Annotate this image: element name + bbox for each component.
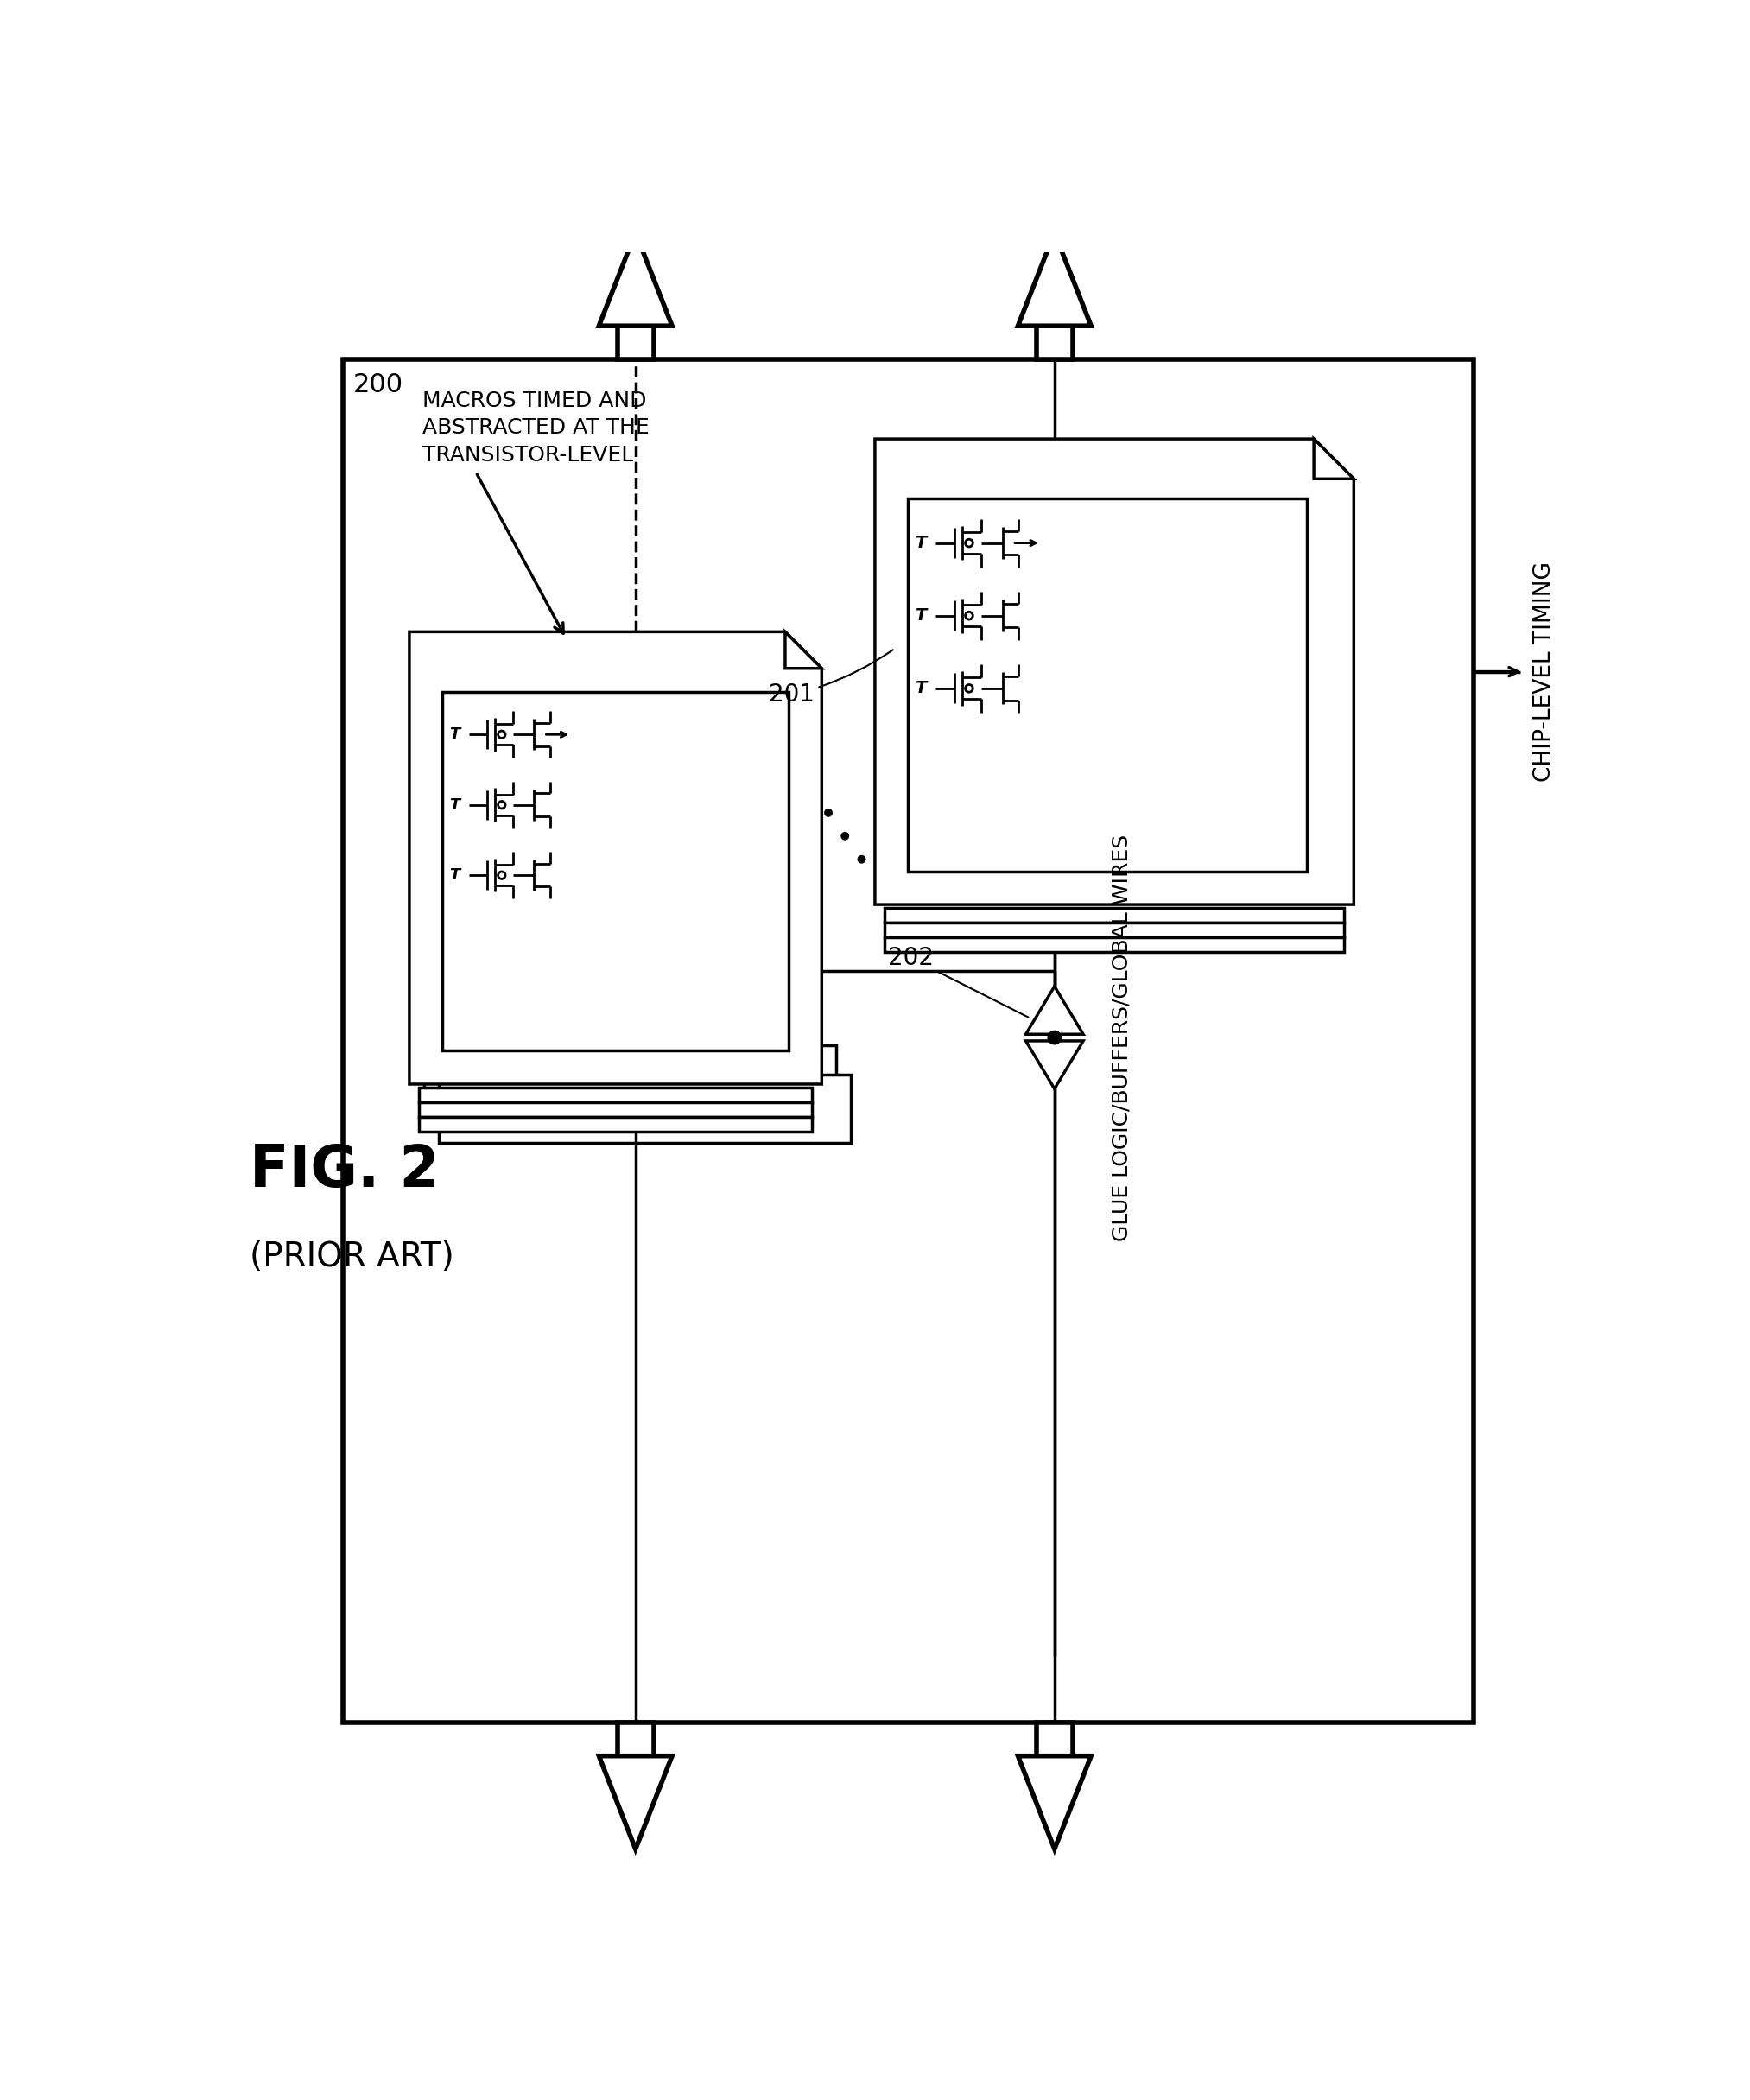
Text: T: T — [450, 727, 460, 741]
Text: 202: 202 — [889, 947, 1029, 1016]
Polygon shape — [598, 233, 672, 326]
Bar — [885, 937, 1344, 951]
Bar — [885, 907, 1344, 922]
Polygon shape — [410, 632, 822, 1084]
Bar — [1036, 1722, 1073, 1756]
Circle shape — [824, 809, 831, 817]
Text: T: T — [915, 536, 926, 550]
Text: CHIP-LEVEL TIMING: CHIP-LEVEL TIMING — [1533, 561, 1556, 781]
Circle shape — [858, 855, 864, 863]
Bar — [1036, 326, 1073, 359]
Circle shape — [842, 832, 849, 840]
Polygon shape — [875, 439, 1354, 905]
Polygon shape — [1018, 1756, 1090, 1848]
Polygon shape — [1018, 233, 1090, 326]
Bar — [618, 326, 654, 359]
Polygon shape — [1025, 1042, 1083, 1088]
Text: T: T — [450, 867, 460, 882]
Bar — [908, 500, 1307, 872]
Text: 201: 201 — [768, 649, 892, 708]
Text: FIG. 2: FIG. 2 — [250, 1142, 439, 1199]
Polygon shape — [598, 1756, 672, 1848]
Text: GLUE LOGIC/BUFFERS/GLOBAL WIRES: GLUE LOGIC/BUFFERS/GLOBAL WIRES — [1111, 834, 1132, 1241]
Circle shape — [1048, 1031, 1060, 1044]
Bar — [885, 922, 1344, 937]
Bar — [423, 1046, 836, 1113]
Polygon shape — [786, 632, 822, 668]
Bar — [618, 1722, 654, 1756]
Polygon shape — [1314, 439, 1354, 479]
Bar — [443, 691, 789, 1050]
Bar — [420, 1088, 812, 1102]
Text: MACROS TIMED AND
ABSTRACTED AT THE
TRANSISTOR-LEVEL: MACROS TIMED AND ABSTRACTED AT THE TRANS… — [423, 391, 649, 466]
Bar — [420, 1117, 812, 1132]
Bar — [343, 359, 1473, 1722]
Text: T: T — [915, 607, 926, 624]
Text: 200: 200 — [354, 372, 402, 397]
Polygon shape — [1025, 987, 1083, 1033]
Text: T: T — [915, 680, 926, 697]
Text: (PRIOR ART): (PRIOR ART) — [250, 1241, 455, 1273]
Bar — [439, 1075, 850, 1142]
Text: T: T — [450, 798, 460, 813]
Bar — [420, 1102, 812, 1117]
